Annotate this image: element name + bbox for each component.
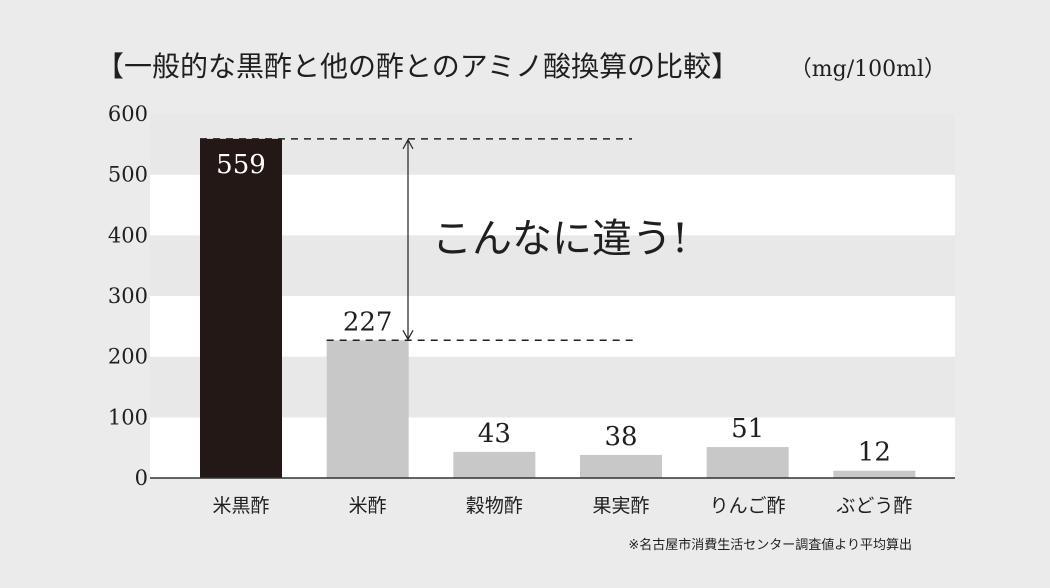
category-label: 米黒酢 (212, 495, 269, 517)
grid-bands (150, 114, 955, 478)
chart-title: 【一般的な黒酢と他の酢とのアミノ酸換算の比較】 (96, 50, 739, 83)
chart-unit: （mg/100ml） (790, 57, 946, 82)
grid-band (150, 174, 955, 236)
y-tick-label: 100 (108, 405, 148, 429)
y-axis-ticks: 0 100 200 300 400 500 600 (108, 102, 148, 490)
grid-band (150, 296, 955, 357)
category-label: りんご酢 (710, 495, 786, 517)
category-label: 米酢 (349, 495, 387, 517)
data-label: 51 (731, 414, 764, 444)
source-note: ※名古屋市消費生活センター調査値より平均算出 (628, 537, 912, 553)
bar (326, 340, 409, 478)
bar (706, 447, 789, 478)
comparison-annotation (200, 138, 638, 342)
grid-band (150, 114, 955, 175)
grid-band (150, 235, 955, 296)
data-label: 43 (478, 419, 511, 449)
y-tick-label: 300 (108, 284, 148, 308)
bar (833, 470, 916, 478)
callout-text: こんなに違う! (432, 216, 688, 262)
grid-band (150, 356, 955, 418)
bar (580, 454, 662, 478)
bar (453, 451, 536, 478)
bar (200, 138, 282, 478)
y-tick-label: 0 (135, 466, 148, 490)
data-label: 559 (216, 150, 266, 180)
arrow-head-down (402, 329, 414, 341)
category-label: 果実酢 (592, 495, 649, 517)
data-label: 38 (604, 422, 637, 452)
y-tick-label: 400 (108, 223, 148, 247)
y-tick-label: 500 (108, 163, 148, 187)
category-label: ぶどう酢 (836, 495, 912, 517)
y-tick-label: 200 (108, 345, 148, 369)
data-label: 12 (858, 438, 891, 468)
data-label: 227 (343, 307, 393, 337)
category-label: 穀物酢 (466, 495, 523, 517)
grid-band (150, 417, 955, 478)
y-tick-label: 600 (108, 102, 148, 126)
arrow-head-up (402, 138, 414, 150)
bars: 559 米黒酢 227 米酢 43 穀物酢 38 果実酢 51 りんご酢 12 ぶどう酢 (200, 138, 916, 517)
